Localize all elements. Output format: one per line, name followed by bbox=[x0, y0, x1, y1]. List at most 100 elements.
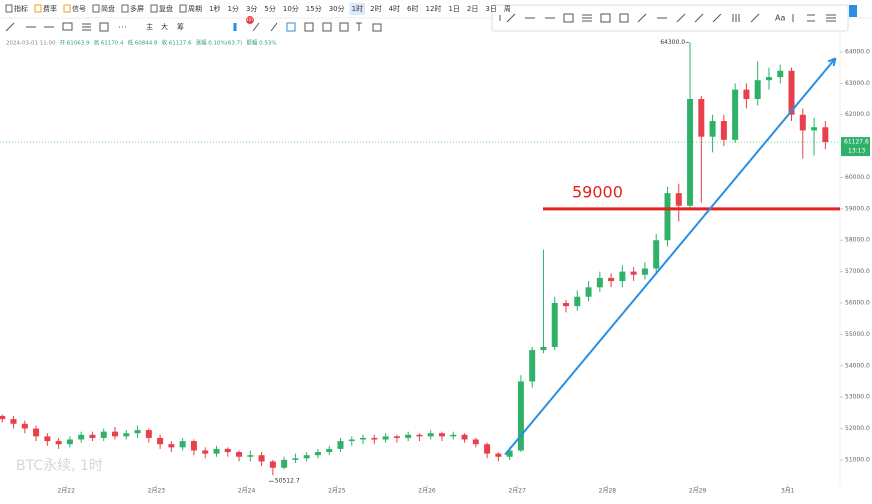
candle-body bbox=[21, 423, 28, 429]
candle-body bbox=[326, 448, 333, 453]
low-label: 50512.7 bbox=[275, 478, 300, 485]
candle-body bbox=[33, 428, 40, 437]
candle-body bbox=[224, 448, 231, 453]
toolbar-item[interactable]: 指标 bbox=[14, 4, 28, 13]
ohlc-info: 2024-03-01 11:00 bbox=[6, 41, 56, 47]
y-tick-label: 63000.0 bbox=[845, 80, 870, 87]
y-tick-label: 62000.0 bbox=[845, 111, 870, 118]
candle-body bbox=[720, 121, 727, 140]
candle-body bbox=[112, 431, 119, 437]
candle-body bbox=[754, 80, 761, 100]
period-option[interactable]: 3分 bbox=[246, 4, 257, 13]
active-period bbox=[349, 3, 366, 15]
x-tick-label: 2月25 bbox=[328, 488, 346, 495]
period-option[interactable]: 1分 bbox=[227, 4, 238, 13]
toolbar-icon bbox=[92, 4, 100, 13]
toolbar-item[interactable]: 周期 bbox=[188, 5, 202, 13]
y-tick-label: 59000.0 bbox=[845, 205, 870, 212]
floating-icons bbox=[499, 13, 836, 23]
candle-body bbox=[89, 434, 96, 438]
y-tick-label: 60000.0 bbox=[845, 174, 870, 181]
candle-body bbox=[472, 439, 479, 445]
candle-body bbox=[66, 439, 73, 445]
y-tick-label: 52000.0 bbox=[845, 425, 870, 432]
toolbar-item[interactable]: 复盘 bbox=[159, 4, 173, 13]
candle-body bbox=[405, 434, 412, 438]
text-tool[interactable]: Aa bbox=[775, 14, 785, 23]
indicator-button[interactable]: 筹 bbox=[177, 22, 184, 31]
candle-body bbox=[641, 268, 648, 275]
y-tick-label: 54000.0 bbox=[845, 362, 870, 369]
candle-body bbox=[179, 441, 186, 448]
period-option[interactable]: 6时 bbox=[407, 4, 418, 13]
candle-body bbox=[416, 434, 423, 437]
scroll-button[interactable] bbox=[849, 5, 857, 17]
x-tick-label: 2月28 bbox=[599, 488, 617, 495]
y-tick-label: 53000.0 bbox=[845, 394, 870, 401]
y-tick-label: 51000.0 bbox=[845, 456, 870, 463]
candle-body bbox=[765, 77, 772, 81]
toolbar-item[interactable]: 简盘 bbox=[101, 4, 115, 13]
y-tick-label: 56000.0 bbox=[845, 300, 870, 307]
period-option[interactable]: 1日 bbox=[448, 5, 459, 13]
period-option[interactable]: 2时 bbox=[370, 4, 381, 13]
candle-body bbox=[630, 271, 637, 275]
watermark: BTC永续, 1时 bbox=[16, 457, 103, 474]
candle-body bbox=[281, 459, 288, 468]
candle-body bbox=[123, 433, 130, 437]
period-option[interactable]: 1秒 bbox=[209, 4, 220, 13]
y-tick-label: 57000.0 bbox=[845, 268, 870, 275]
last-price-label: 61127.6 bbox=[844, 139, 869, 146]
period-option[interactable]: 30分 bbox=[329, 4, 345, 13]
indicator-button[interactable]: 大 bbox=[161, 22, 168, 31]
period-option[interactable]: 2日 bbox=[467, 5, 478, 13]
x-tick-label: 2月29 bbox=[689, 488, 707, 495]
candle-body bbox=[258, 455, 265, 462]
ohlc-info: 振幅 0.53% bbox=[246, 39, 276, 47]
period-option[interactable]: 5分 bbox=[264, 4, 275, 13]
candle-body bbox=[461, 434, 468, 440]
period-option[interactable]: 1时 bbox=[352, 4, 363, 13]
candle-body bbox=[78, 434, 85, 440]
candle-body bbox=[574, 296, 581, 307]
candle-body bbox=[811, 127, 818, 131]
toolbar-item[interactable]: 多屏 bbox=[130, 4, 144, 13]
toolbar-item[interactable]: 费率 bbox=[43, 4, 57, 13]
candle-body bbox=[484, 444, 491, 454]
indicator-button[interactable]: 主 bbox=[146, 22, 153, 31]
period-option[interactable]: 10分 bbox=[283, 4, 299, 13]
horizontal-line-label: 59000 bbox=[572, 182, 623, 201]
candle-body bbox=[664, 193, 671, 241]
toolbar-icon bbox=[121, 4, 129, 13]
last-price-box bbox=[841, 137, 870, 157]
high-label: 64300.0 bbox=[660, 39, 685, 46]
candle-body bbox=[822, 127, 829, 143]
toolbar-icon bbox=[5, 4, 13, 13]
period-option[interactable]: 周 bbox=[504, 5, 511, 13]
candle-body bbox=[360, 437, 367, 440]
toolbar-icon bbox=[150, 4, 158, 13]
candle-body bbox=[450, 434, 457, 437]
candle-body bbox=[168, 444, 175, 448]
candle-body bbox=[799, 114, 806, 131]
candle-body bbox=[732, 89, 739, 140]
x-tick-label: 2月22 bbox=[57, 488, 75, 495]
candle-body bbox=[44, 436, 51, 442]
toolbar-icon bbox=[63, 4, 71, 13]
period-option[interactable]: 4时 bbox=[389, 4, 400, 13]
candle-body bbox=[213, 448, 220, 454]
candle-body bbox=[517, 381, 524, 451]
countdown: 13:13 bbox=[848, 148, 865, 155]
period-option[interactable]: 3日 bbox=[485, 5, 496, 13]
candle-body bbox=[314, 452, 321, 456]
toolbar-item[interactable]: 信号 bbox=[72, 4, 86, 13]
period-option[interactable]: 15分 bbox=[306, 4, 322, 13]
candle-body bbox=[393, 436, 400, 438]
badge bbox=[246, 16, 254, 24]
x-tick-label: 2月24 bbox=[238, 488, 256, 495]
candle-body bbox=[608, 277, 615, 282]
period-option[interactable]: 12时 bbox=[426, 4, 442, 13]
